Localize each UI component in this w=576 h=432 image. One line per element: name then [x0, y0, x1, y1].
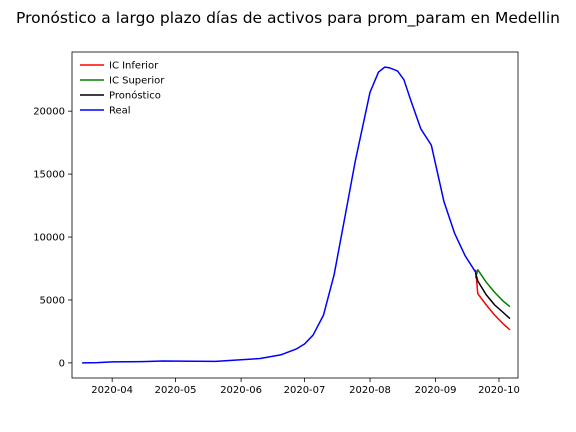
x-axis: 2020-04 2020-05 2020-06 2020-07 2020-08 2020-… — [91, 378, 520, 396]
series-line-real — [81, 66, 477, 364]
y-axis: 0 5000 10000 15000 20000 — [33, 107, 72, 369]
legend-label-ic-superior: IC Superior — [109, 76, 165, 87]
series-line-pronostico — [474, 272, 511, 319]
y-tick-label: 15000 — [33, 170, 65, 181]
series-line-ic-inferior — [474, 269, 511, 331]
legend-label-ic-inferior: IC Inferior — [109, 61, 159, 72]
x-tick-label: 2020-09 — [415, 385, 457, 396]
chart-title: Pronóstico a largo plazo días de activos… — [16, 9, 560, 28]
y-tick-label: 20000 — [33, 107, 65, 118]
x-tick-label: 2020-08 — [349, 385, 391, 396]
y-tick-label: 0 — [59, 358, 65, 369]
legend-label-real: Real — [109, 106, 131, 117]
y-tick-label: 5000 — [40, 295, 65, 306]
legend: IC Inferior IC Superior Pronóstico Real — [80, 61, 165, 117]
series-layer — [81, 66, 511, 364]
x-tick-label: 2020-05 — [155, 385, 197, 396]
x-tick-label: 2020-07 — [284, 385, 326, 396]
x-tick-label: 2020-06 — [220, 385, 262, 396]
plot-frame — [71, 51, 519, 379]
x-tick-label: 2020-10 — [478, 385, 520, 396]
x-tick-label: 2020-04 — [91, 385, 133, 396]
series-line-ic-superior — [474, 269, 511, 308]
legend-label-pronostico: Pronóstico — [109, 90, 161, 102]
y-tick-label: 10000 — [33, 233, 65, 244]
